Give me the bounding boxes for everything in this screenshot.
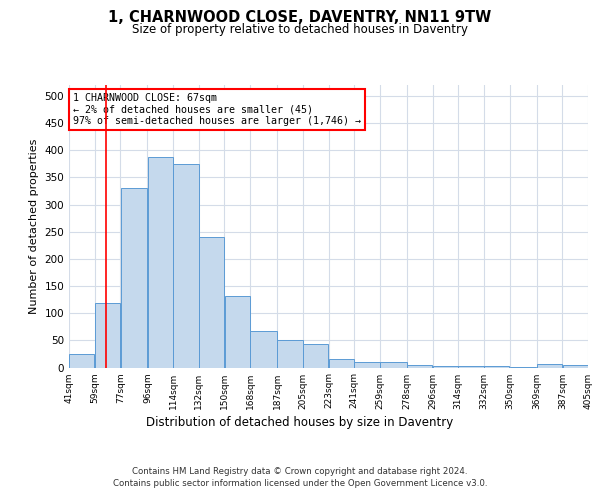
Text: Distribution of detached houses by size in Daventry: Distribution of detached houses by size … <box>146 416 454 429</box>
Bar <box>303 344 328 368</box>
Bar <box>355 362 380 368</box>
Y-axis label: Number of detached properties: Number of detached properties <box>29 138 39 314</box>
Text: Size of property relative to detached houses in Daventry: Size of property relative to detached ho… <box>132 22 468 36</box>
Text: 1, CHARNWOOD CLOSE, DAVENTRY, NN11 9TW: 1, CHARNWOOD CLOSE, DAVENTRY, NN11 9TW <box>109 10 491 25</box>
Bar <box>199 237 224 368</box>
Text: Contains public sector information licensed under the Open Government Licence v3: Contains public sector information licen… <box>113 480 487 488</box>
Bar <box>484 366 509 368</box>
Bar <box>95 304 120 368</box>
Bar <box>250 330 277 368</box>
Bar <box>407 365 433 368</box>
Bar <box>510 367 536 368</box>
Bar <box>121 188 147 368</box>
Text: Contains HM Land Registry data © Crown copyright and database right 2024.: Contains HM Land Registry data © Crown c… <box>132 466 468 475</box>
Bar <box>458 366 484 368</box>
Bar <box>173 164 199 368</box>
Text: 1 CHARNWOOD CLOSE: 67sqm
← 2% of detached houses are smaller (45)
97% of semi-de: 1 CHARNWOOD CLOSE: 67sqm ← 2% of detache… <box>73 93 361 126</box>
Bar <box>277 340 302 367</box>
Bar <box>433 366 458 368</box>
Bar <box>69 354 94 368</box>
Bar <box>148 156 173 368</box>
Bar <box>537 364 562 368</box>
Bar <box>380 362 407 368</box>
Bar <box>224 296 250 368</box>
Bar <box>563 365 588 368</box>
Bar <box>329 360 354 368</box>
